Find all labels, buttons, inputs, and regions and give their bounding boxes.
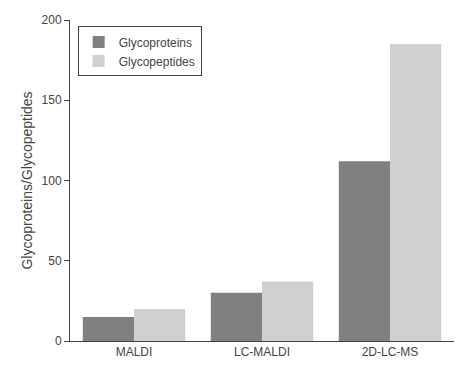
svg-text:MALDI: MALDI bbox=[116, 345, 153, 359]
svg-text:Glycoproteins/Glycopeptides: Glycoproteins/Glycopeptides bbox=[19, 91, 35, 269]
svg-text:100: 100 bbox=[42, 174, 62, 188]
svg-text:Glycoproteins: Glycoproteins bbox=[119, 36, 192, 50]
svg-text:200: 200 bbox=[42, 13, 62, 27]
svg-text:2D-LC-MS: 2D-LC-MS bbox=[362, 345, 419, 359]
svg-text:50: 50 bbox=[48, 254, 62, 268]
svg-text:Glycopeptides: Glycopeptides bbox=[119, 55, 195, 69]
svg-text:0: 0 bbox=[55, 334, 62, 348]
svg-text:150: 150 bbox=[42, 93, 62, 107]
svg-text:LC-MALDI: LC-MALDI bbox=[234, 345, 290, 359]
